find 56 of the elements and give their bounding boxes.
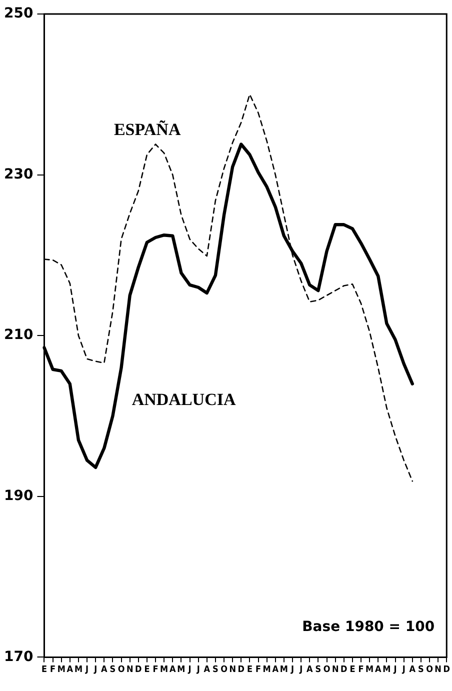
x-tick-label: D — [135, 664, 142, 675]
x-tick-label: O — [220, 664, 228, 675]
x-tick-label: M — [160, 664, 168, 675]
x-tick-label: A — [375, 664, 382, 675]
x-tick-label: J — [290, 664, 294, 675]
x-tick-label: E — [246, 664, 252, 675]
x-tick-label: F — [50, 664, 56, 675]
x-tick-label: A — [204, 664, 211, 675]
x-tick-label: D — [340, 664, 348, 675]
x-tick-label: M — [177, 664, 186, 675]
series-label: ESPAÑA — [114, 120, 182, 140]
x-tick-label: J — [392, 664, 397, 675]
x-tick-label: A — [170, 664, 177, 675]
x-tick-label: O — [323, 664, 330, 675]
x-tick-label: M — [280, 664, 288, 675]
x-tick-label: N — [126, 664, 134, 675]
x-tick-label: J — [196, 664, 200, 675]
x-tick-label: J — [401, 664, 406, 675]
x-tick-label: S — [110, 664, 116, 675]
annotation: Base 1980 = 100 — [302, 618, 435, 635]
series-label: ANDALUCIA — [132, 390, 236, 409]
x-tick-label: O — [426, 664, 434, 675]
y-tick-label: 210 — [4, 327, 34, 344]
x-tick-label: J — [93, 664, 98, 675]
x-tick-label: M — [382, 664, 391, 675]
x-tick-label: E — [144, 664, 150, 675]
x-tick-label: S — [212, 664, 219, 675]
x-tick-label: M — [57, 664, 66, 675]
x-tick-label: F — [256, 664, 262, 675]
x-tick-label: F — [358, 664, 364, 675]
y-tick-label: 170 — [4, 648, 34, 665]
y-tick-label: 230 — [4, 166, 34, 182]
x-tick-label: F — [152, 664, 158, 675]
x-tick-label: A — [66, 664, 74, 675]
x-tick-label: D — [443, 664, 450, 675]
x-tick-label: J — [84, 664, 89, 675]
x-tick-label: O — [118, 664, 125, 675]
x-tick-label: M — [74, 664, 83, 675]
x-tick-label: S — [418, 664, 424, 675]
x-tick-label: J — [187, 664, 192, 675]
x-tick-label: N — [434, 664, 442, 675]
x-tick-label: A — [409, 664, 416, 675]
x-tick-label: A — [101, 664, 108, 675]
y-tick-label: 250 — [4, 6, 34, 22]
x-tick-label: E — [350, 664, 356, 675]
x-tick-label: N — [332, 664, 339, 675]
y-tick-label: 190 — [4, 488, 34, 504]
x-tick-label: E — [41, 664, 47, 675]
x-tick-label: M — [262, 664, 271, 675]
x-tick-label: S — [315, 664, 322, 675]
x-tick-label: A — [306, 664, 314, 675]
x-tick-label: J — [298, 664, 303, 675]
x-tick-label: D — [238, 664, 245, 675]
x-tick-label: N — [229, 664, 236, 675]
x-tick-label: A — [272, 664, 280, 675]
x-tick-label: M — [366, 664, 374, 675]
